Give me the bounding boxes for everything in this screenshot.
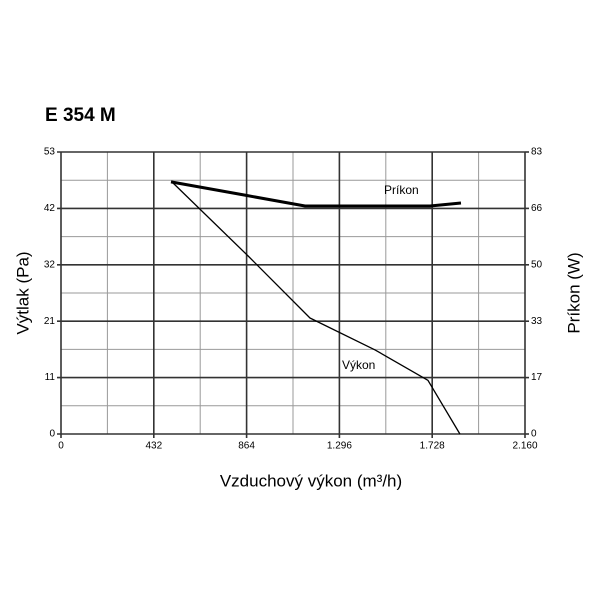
chart-title: E 354 M <box>45 105 116 126</box>
y2-tick-label: 17 <box>531 372 543 383</box>
y-axis-label: Výtlak (Pa) <box>13 251 32 334</box>
series-line <box>172 182 461 435</box>
y-tick-label: 32 <box>44 259 56 270</box>
y-tick-label: 0 <box>49 429 55 440</box>
x-tick-label: 0 <box>58 441 64 452</box>
x-axis-label: Vzduchový výkon (m³/h) <box>220 471 402 490</box>
y2-tick-label: 66 <box>531 203 543 214</box>
series-label: Výkon <box>342 358 375 372</box>
y-tick-label: 21 <box>44 316 56 327</box>
y2-tick-label: 50 <box>531 259 543 270</box>
y-tick-label: 42 <box>44 203 56 214</box>
x-tick-label: 2.160 <box>512 441 537 452</box>
y-tick-label: 11 <box>45 372 56 383</box>
x-tick-label: 864 <box>238 441 255 452</box>
x-tick-label: 432 <box>145 441 162 452</box>
y2-axis-label: Príkon (W) <box>564 252 583 333</box>
y-tick-label: 53 <box>44 147 56 158</box>
y2-tick-label: 83 <box>531 147 543 158</box>
x-tick-label: 1.296 <box>327 441 352 452</box>
x-tick-label: 1.728 <box>420 441 445 452</box>
series-label: Príkon <box>384 183 419 197</box>
y2-tick-label: 33 <box>531 316 543 327</box>
series-line <box>170 180 462 208</box>
y2-tick-label: 0 <box>531 429 537 440</box>
